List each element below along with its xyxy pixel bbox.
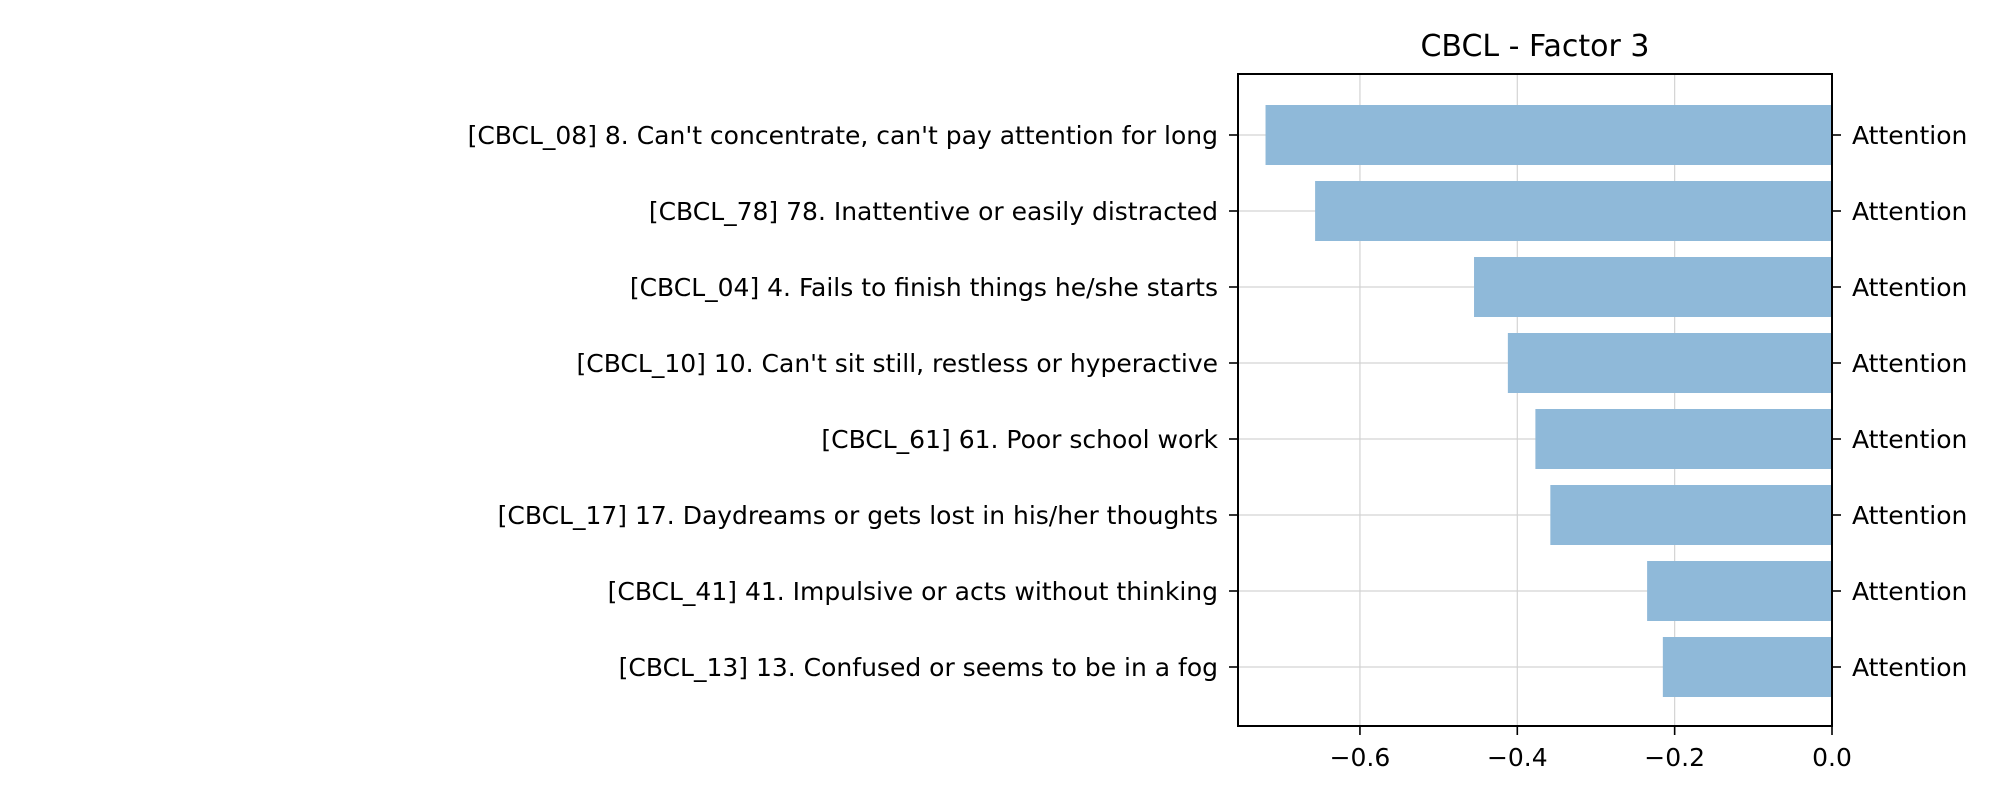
bar-layer	[1265, 105, 1832, 697]
x-tick-label: −0.6	[1330, 743, 1391, 772]
bar	[1265, 105, 1832, 165]
bar	[1662, 637, 1832, 697]
factor-label: Attention	[1852, 501, 1967, 530]
x-tick-label: 0.0	[1812, 743, 1852, 772]
category-label: [CBCL_13] 13. Confused or seems to be in…	[619, 653, 1218, 682]
chart-title: CBCL - Factor 3	[1420, 29, 1649, 64]
factor-label: Attention	[1852, 273, 1967, 302]
factor-label: Attention	[1852, 197, 1967, 226]
plot-frame	[1237, 73, 1833, 727]
x-tick-label: −0.2	[1644, 743, 1705, 772]
factor-label: Attention	[1852, 425, 1967, 454]
bar	[1647, 561, 1832, 621]
factor-label: Attention	[1852, 653, 1967, 682]
bar	[1474, 257, 1832, 317]
category-label: [CBCL_08] 8. Can't concentrate, can't pa…	[468, 121, 1218, 150]
grid-layer	[1238, 74, 1833, 726]
category-label: [CBCL_61] 61. Poor school work	[821, 425, 1218, 454]
factor-label: Attention	[1852, 577, 1967, 606]
x-tick-label: −0.4	[1487, 743, 1548, 772]
category-label: [CBCL_41] 41. Impulsive or acts without …	[608, 577, 1218, 606]
category-label: [CBCL_78] 78. Inattentive or easily dist…	[649, 197, 1218, 226]
bar	[1535, 409, 1832, 469]
category-label: [CBCL_17] 17. Daydreams or gets lost in …	[498, 501, 1218, 530]
label-layer: −0.6 −0.4 −0.2 0.0 [CBCL_08] 8. Can't concen…	[468, 121, 1968, 772]
factor-label: Attention	[1852, 121, 1967, 150]
category-label: [CBCL_04] 4. Fails to finish things he/s…	[630, 273, 1218, 302]
bar	[1550, 485, 1832, 545]
bar	[1507, 333, 1832, 393]
category-label: [CBCL_10] 10. Can't sit still, restless …	[577, 349, 1218, 378]
axis-layer	[1229, 73, 1841, 735]
bar	[1315, 181, 1832, 241]
factor-label: Attention	[1852, 349, 1967, 378]
